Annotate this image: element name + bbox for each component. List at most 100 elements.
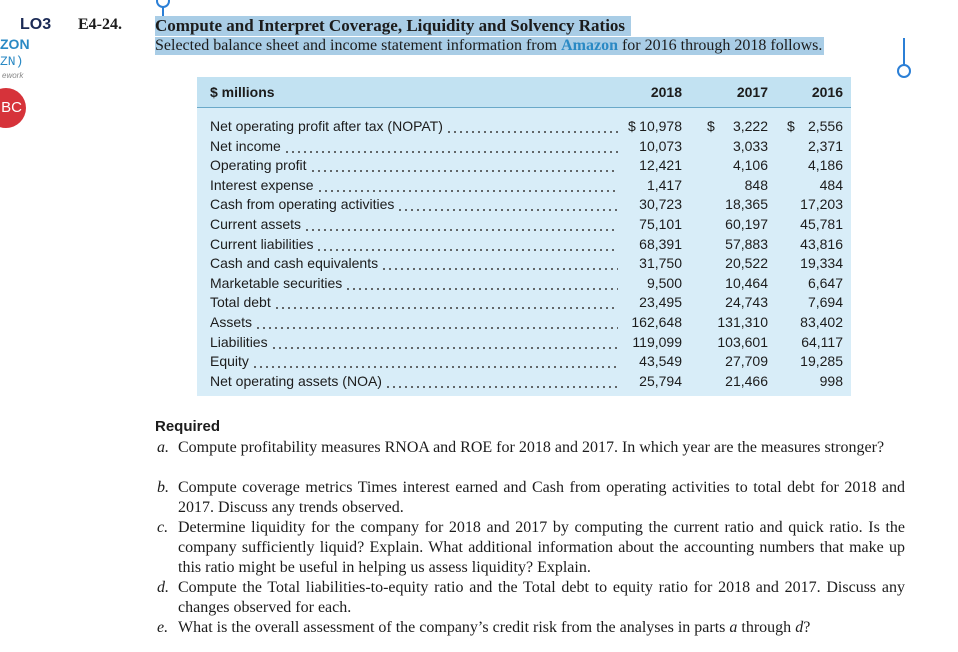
row-label: Assets: [210, 312, 618, 332]
ticker: ZN): [0, 54, 24, 69]
value-cell: 19,285: [787, 351, 843, 371]
row-label: Marketable securities: [210, 272, 618, 293]
value: 57,883: [725, 235, 768, 252]
leader-dots: [270, 331, 618, 352]
value-cell: $3,222: [707, 116, 768, 136]
selection-stem: [903, 38, 905, 66]
value: 83,402: [800, 314, 843, 330]
column-header: 2017: [736, 84, 768, 100]
label-text: Cash from operating activities: [210, 196, 395, 213]
data-table: $ millions 2018 2017 2016 Net operating prof…: [197, 77, 851, 396]
value-cell: 119,099: [628, 332, 682, 352]
text-part: Compute profitability measures RNOA and …: [178, 439, 885, 456]
selection-handle-start[interactable]: [156, 0, 170, 8]
value-cell: 25,794: [628, 371, 682, 391]
leader-dots: [283, 135, 618, 156]
item-text: Compute coverage metrics Times interest …: [178, 478, 905, 518]
row-label: Operating profit: [210, 155, 618, 176]
text-part: Compute the Total liabilities-to-equity …: [178, 579, 905, 616]
value-cell: 30,723: [628, 194, 682, 214]
value-cell: 43,816: [787, 234, 843, 254]
leader-dots: [309, 155, 618, 176]
currency: $: [628, 118, 636, 134]
value: 23,495: [639, 294, 682, 311]
value-cell: 24,743: [707, 292, 768, 312]
label-text: Net income: [210, 137, 281, 154]
label-text: Total debt: [210, 294, 271, 311]
label-text: Cash and cash equivalents: [210, 255, 379, 272]
item-letter: a.: [157, 439, 169, 456]
label-text: Interest expense: [210, 176, 314, 193]
value: 7,694: [807, 294, 843, 311]
value-cell: $10,978: [628, 116, 682, 136]
table-header: [197, 77, 851, 108]
value: 64,117: [801, 333, 843, 350]
value-cell: 848: [707, 175, 768, 195]
value: 3,033: [732, 137, 768, 154]
leader-dots: [316, 233, 618, 254]
value: 6,647: [807, 274, 843, 291]
selection-handle-end[interactable]: [897, 64, 911, 78]
value-cell: 103,601: [707, 332, 768, 352]
currency: $: [787, 118, 795, 134]
required-item: d. Compute the Total liabilities-to-equit…: [157, 578, 905, 618]
row-label: Net income: [210, 135, 618, 156]
value-cell: 27,709: [707, 351, 768, 371]
leader-dots: [445, 116, 618, 136]
currency: $: [707, 118, 715, 134]
value: 27,709: [725, 353, 768, 370]
value-cell: 20,522: [707, 253, 768, 273]
text-part: Compute coverage metrics Times interest …: [178, 479, 905, 516]
row-label: Liabilities: [210, 331, 618, 352]
value-cell: 17,203: [787, 194, 843, 214]
value-cell: 2,371: [787, 136, 843, 156]
value: 31,750: [639, 255, 682, 272]
value: 25,794: [639, 372, 682, 389]
value: 43,549: [639, 353, 682, 370]
value-cell: $2,556: [787, 116, 843, 136]
value: 19,334: [800, 255, 843, 272]
value-cell: 68,391: [628, 234, 682, 254]
value: 3,222: [732, 118, 768, 134]
value: 21,466: [725, 372, 768, 389]
value: 19,285: [800, 353, 843, 370]
required-item: e. What is the overall assessment of the …: [157, 618, 905, 638]
required-item: a. Compute profitability measures RNOA an…: [157, 438, 905, 458]
text-part: ?: [803, 619, 811, 636]
value: 103,601: [717, 333, 768, 350]
value-cell: 31,750: [628, 253, 682, 273]
value: 75,101: [639, 216, 682, 232]
margin-tag: ework: [2, 71, 24, 80]
value-cell: 4,186: [787, 155, 843, 175]
value: 18,365: [725, 196, 768, 213]
item-letter: b.: [157, 479, 169, 496]
label-text: Marketable securities: [210, 274, 343, 291]
item-letter: d.: [157, 579, 169, 596]
column-header: 2016: [811, 84, 843, 100]
leader-dots: [273, 292, 618, 313]
value: 1,417: [646, 176, 682, 193]
label-text: Net operating profit after tax (NOPAT): [210, 118, 443, 134]
label-text: Equity: [210, 353, 249, 370]
value-cell: 6,647: [787, 273, 843, 293]
value-cell: 60,197: [707, 214, 768, 234]
value-cell: 9,500: [628, 273, 682, 293]
value-cell: 10,073: [628, 136, 682, 156]
value: 484: [819, 176, 843, 193]
item-letter: c.: [157, 519, 169, 536]
label-text: Liabilities: [210, 333, 268, 350]
value-cell: 12,421: [628, 155, 682, 175]
value: 68,391: [639, 235, 682, 252]
value-cell: 7,694: [787, 292, 843, 312]
value: 9,500: [646, 274, 682, 291]
value-cell: 131,310: [707, 312, 768, 332]
required-heading: Required: [155, 418, 221, 435]
value: 131,310: [717, 314, 768, 330]
part-ref: d: [795, 619, 804, 636]
value: 24,743: [725, 294, 768, 311]
value-cell: 75,101: [628, 214, 682, 234]
leader-dots: [255, 312, 618, 332]
leader-dots: [304, 214, 618, 234]
intro-text: Selected balance sheet and income statem…: [155, 37, 562, 54]
value: 119,099: [632, 333, 682, 350]
